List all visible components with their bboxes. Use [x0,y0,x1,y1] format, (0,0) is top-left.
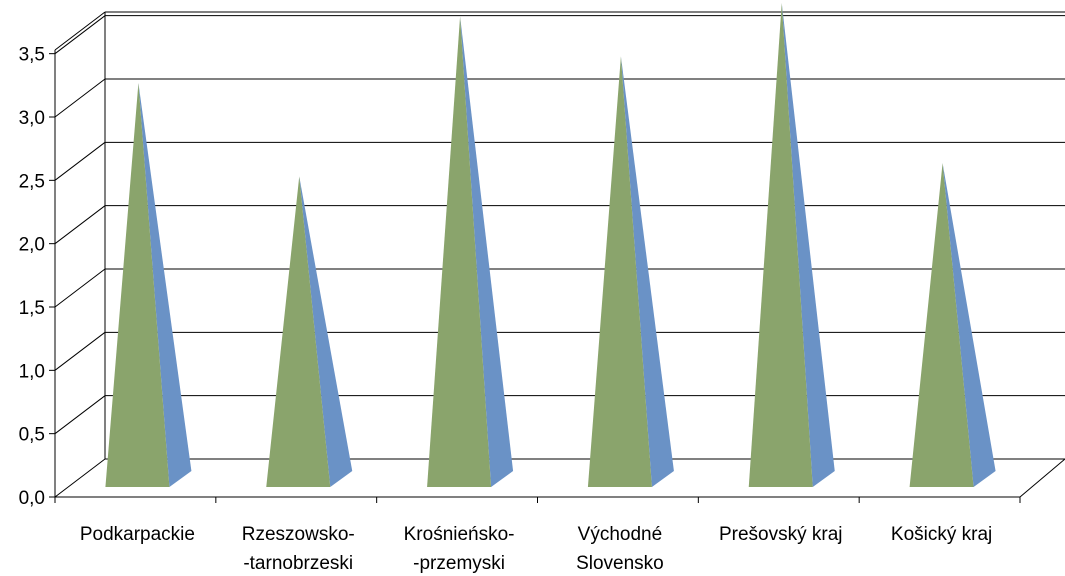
pyramid-front-face [427,16,492,487]
y-tick-label: 1,5 [19,298,45,319]
pyramid-side-face [942,163,996,487]
gridline-side [54,78,106,118]
grid-layer [54,11,1065,498]
pyramid-front-face [909,163,974,487]
x-category-label: Košický kraj [891,524,992,545]
pyramid-bar [587,56,674,487]
y-tick-label: 3,5 [19,45,45,66]
pyramid-side-face [299,176,353,488]
pyramid-bar [266,176,353,488]
gridline-side [54,268,106,308]
gridline-side [54,458,106,498]
y-tick-label: 3,0 [19,108,45,129]
gridline-side [54,15,106,55]
pyramid-side-face [460,16,514,487]
gridline-side [54,141,106,181]
gridline-side [54,205,106,245]
pyramid-bar [748,3,835,487]
pyramid-front-face [266,176,331,488]
gridline-side [54,395,106,435]
axis-layer [49,12,1065,503]
y-tick-label: 2,0 [19,235,45,256]
gridline-side [54,331,106,371]
pyramid-bar [105,83,192,487]
y-tick-label: 1,0 [19,361,45,382]
x-category-label: Krośnieńsko- [404,524,515,545]
x-category-label: Podkarpackie [80,524,195,545]
pyramid-bar [909,163,996,487]
floor-right-edge [1019,458,1065,498]
y-tick-label: 0,0 [19,488,45,509]
x-category-label: Prešovský kraj [719,524,843,545]
pyramid-side-face [138,83,192,487]
x-category-label: -przemyski [413,553,505,574]
y-tick-label: 2,5 [19,171,45,192]
pyramid-bar [427,16,514,487]
labels-layer: 0,0 0,5 1,0 1,5 2,0 2,5 3,0 3,5 Podkarpackie Rzes… [19,45,993,574]
bars-layer [105,3,996,488]
x-category-label: Rzeszowsko- [242,524,355,545]
x-category-label: Slovensko [576,553,664,574]
side-wall-top [54,11,106,51]
pyramid-side-face [620,56,674,487]
pyramid-front-face [105,83,170,487]
pyramid-front-face [748,3,813,487]
pyramid-side-face [781,3,835,487]
x-category-label: -tarnobrzeski [243,553,353,574]
y-tick-label: 0,5 [19,425,45,446]
pyramid-front-face [587,56,652,487]
x-category-label: Východné [578,524,663,545]
